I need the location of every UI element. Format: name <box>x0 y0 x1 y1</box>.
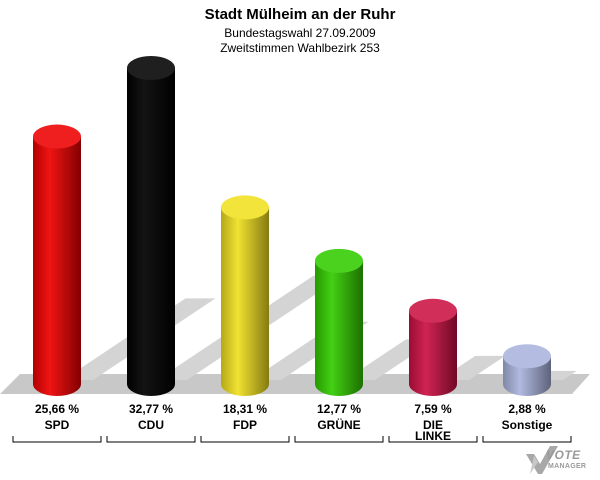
bar-top <box>503 344 551 369</box>
vote-manager-logo <box>526 446 558 474</box>
bar-top <box>315 248 363 273</box>
bar-body <box>33 136 81 396</box>
bar-top <box>127 56 175 80</box>
logo-text-manager: MANAGER <box>548 463 587 470</box>
category-label: CDU <box>138 418 164 432</box>
bar-fdp <box>221 195 269 396</box>
chart-subtitle-election: Bundestagswahl 27.09.2009 <box>224 26 376 40</box>
category-label: SPD <box>45 418 70 432</box>
bar-gr-ne <box>315 248 363 396</box>
category-bracket <box>388 436 478 443</box>
checkmark-x-icon <box>526 446 558 474</box>
category-label: GRÜNE <box>317 417 360 432</box>
bar-top <box>221 195 269 220</box>
value-label: 2,88 % <box>508 402 546 416</box>
value-label: 25,66 % <box>35 402 79 416</box>
bar-cdu <box>127 56 175 396</box>
value-label: 7,59 % <box>414 402 452 416</box>
bar-top <box>33 124 81 149</box>
value-label: 32,77 % <box>129 402 173 416</box>
category-bracket <box>200 436 290 443</box>
category-bracket <box>12 436 102 443</box>
logo-text-vote: VOTE <box>546 448 581 462</box>
bar-body <box>409 310 457 396</box>
category-label: FDP <box>233 418 257 432</box>
bar-top <box>409 298 457 323</box>
chart-subtitle-district: Zweitstimmen Wahlbezirk 253 <box>220 41 380 55</box>
chart-title: Stadt Mülheim an der Ruhr <box>204 6 396 23</box>
bar-spd <box>33 124 81 396</box>
category-label: DIE <box>423 418 443 432</box>
bar-body <box>127 68 175 396</box>
category-bracket <box>294 436 384 443</box>
category-bracket <box>106 436 196 443</box>
bar-body <box>315 260 363 396</box>
value-label: 12,77 % <box>317 402 361 416</box>
bar-sonstige <box>503 344 551 396</box>
bar-body <box>221 207 269 396</box>
category-label: Sonstige <box>502 418 553 432</box>
category-bracket <box>482 436 572 443</box>
category-label: LINKE <box>415 429 451 443</box>
bar-die-linke <box>409 298 457 396</box>
value-label: 18,31 % <box>223 402 267 416</box>
